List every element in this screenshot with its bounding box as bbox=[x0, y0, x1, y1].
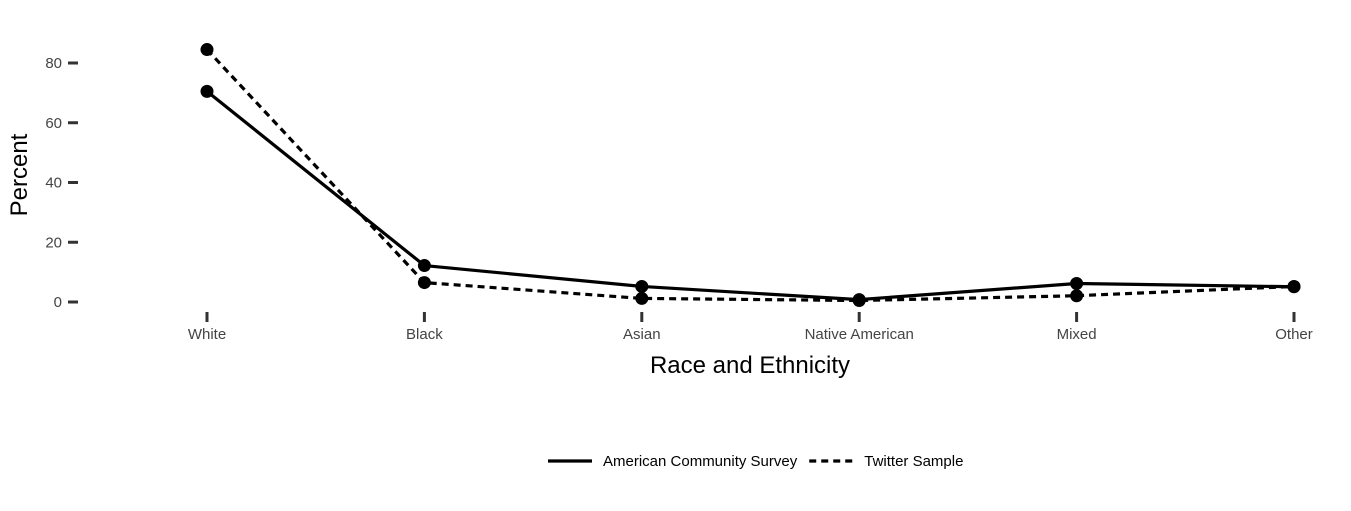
x-tick-label: Other bbox=[1275, 326, 1313, 343]
legend: American Community Survey Twitter Sample bbox=[548, 453, 963, 470]
y-axis: 0 20 40 60 80 bbox=[45, 55, 78, 311]
x-tick-label: Native American bbox=[805, 326, 914, 343]
data-point bbox=[635, 291, 649, 305]
series-layer bbox=[205, 48, 1295, 303]
x-tick-label: White bbox=[188, 326, 226, 343]
data-point bbox=[200, 43, 214, 57]
y-tick-label: 80 bbox=[45, 55, 62, 72]
data-point bbox=[852, 294, 866, 308]
y-tick-label: 40 bbox=[45, 175, 62, 192]
y-tick-label: 0 bbox=[54, 294, 62, 311]
x-tick-label: Asian bbox=[623, 326, 661, 343]
series-line-1 bbox=[205, 48, 1295, 303]
series-line-0 bbox=[205, 90, 1295, 302]
x-tick-label: Black bbox=[406, 326, 443, 343]
data-point bbox=[635, 279, 649, 293]
data-point bbox=[417, 276, 431, 290]
legend-label-1: Twitter Sample bbox=[864, 453, 963, 470]
legend-label-0: American Community Survey bbox=[603, 453, 798, 470]
x-axis-title: Race and Ethnicity bbox=[650, 352, 850, 379]
y-tick-label: 20 bbox=[45, 234, 62, 251]
data-point bbox=[200, 84, 214, 98]
data-point bbox=[1070, 289, 1084, 303]
x-tick-label: Mixed bbox=[1057, 326, 1097, 343]
data-point bbox=[417, 259, 431, 273]
data-point bbox=[1287, 279, 1301, 293]
x-axis: White Black Asian Native American Mixed Other bbox=[188, 312, 1313, 343]
points-layer bbox=[200, 43, 1301, 308]
data-point bbox=[1070, 276, 1084, 290]
y-axis-title: Percent bbox=[6, 133, 33, 216]
y-tick-label: 60 bbox=[45, 115, 62, 132]
